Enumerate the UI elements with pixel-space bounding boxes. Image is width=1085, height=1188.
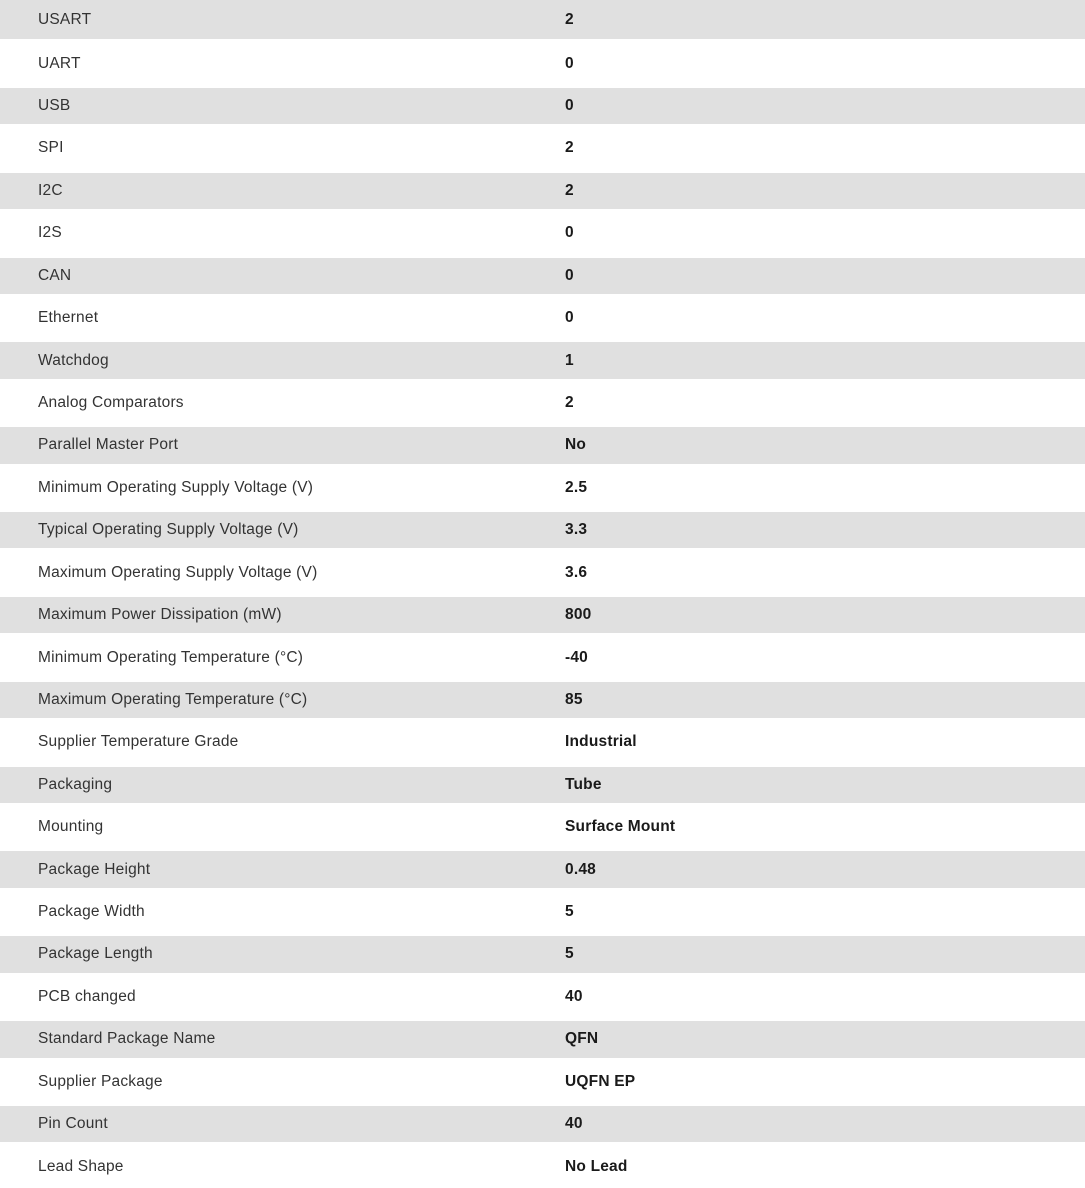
spec-row: Packaging Tube <box>0 763 1085 807</box>
spec-row: Supplier Temperature Grade Industrial <box>0 721 1085 764</box>
spec-row: Maximum Operating Supply Voltage (V) 3.6 <box>0 551 1085 594</box>
spec-value: 0 <box>565 54 574 72</box>
spec-row: SPI 2 <box>0 127 1085 170</box>
spec-row: Parallel Master Port No <box>0 424 1085 467</box>
spec-label: SPI <box>38 139 64 157</box>
spec-label: Packaging <box>38 775 113 793</box>
spec-value: 85 <box>565 690 583 708</box>
spec-label: PCB changed <box>38 987 136 1005</box>
spec-row: Package Length 5 <box>0 933 1085 976</box>
spec-row: CAN 0 <box>0 254 1085 297</box>
spec-value: 40 <box>565 987 583 1005</box>
spec-label: Package Length <box>38 945 153 963</box>
spec-label: USB <box>38 97 71 115</box>
spec-value: 3.3 <box>565 521 588 539</box>
spec-row: Pin Count 40 <box>0 1102 1085 1146</box>
spec-value: 2.5 <box>565 478 588 496</box>
spec-value: 5 <box>565 945 574 963</box>
spec-value: QFN <box>565 1030 599 1048</box>
spec-label: CAN <box>38 266 72 284</box>
spec-label: Pin Count <box>38 1115 108 1133</box>
spec-row: Watchdog 1 <box>0 339 1085 382</box>
spec-row: Lead Shape No Lead <box>0 1145 1085 1188</box>
spec-row: I2C 2 <box>0 169 1085 213</box>
spec-label: Ethernet <box>38 309 99 327</box>
spec-value: UQFN EP <box>565 1072 636 1090</box>
spec-label: Package Height <box>38 860 151 878</box>
spec-value: 800 <box>565 606 592 624</box>
spec-label: Supplier Package <box>38 1072 163 1090</box>
spec-label: Maximum Operating Temperature (°C) <box>38 690 308 708</box>
spec-row: USB 0 <box>0 84 1085 128</box>
spec-label: I2C <box>38 181 63 199</box>
spec-value: 2 <box>565 139 574 157</box>
spec-value: 0 <box>565 309 574 327</box>
spec-label: Minimum Operating Temperature (°C) <box>38 648 304 666</box>
spec-label: Parallel Master Port <box>38 436 179 454</box>
spec-label: Maximum Operating Supply Voltage (V) <box>38 563 318 581</box>
spec-value: -40 <box>565 648 589 666</box>
spec-label: USART <box>38 10 92 28</box>
spec-value: No <box>565 436 587 454</box>
spec-row: Ethernet 0 <box>0 296 1085 340</box>
spec-value: 0.48 <box>565 860 596 878</box>
spec-row: Analog Comparators 2 <box>0 381 1085 425</box>
spec-value: Industrial <box>565 733 637 751</box>
spec-row: Standard Package Name QFN <box>0 1018 1085 1061</box>
spec-label: Lead Shape <box>38 1157 124 1175</box>
spec-label: Minimum Operating Supply Voltage (V) <box>38 478 314 496</box>
spec-label: Mounting <box>38 818 104 836</box>
spec-row: USART 2 <box>0 0 1085 43</box>
spec-label: Package Width <box>38 903 145 921</box>
spec-value: 5 <box>565 903 574 921</box>
spec-value: 40 <box>565 1115 583 1133</box>
spec-value: Surface Mount <box>565 818 676 836</box>
spec-value: 2 <box>565 181 574 199</box>
spec-row: Minimum Operating Temperature (°C) -40 <box>0 636 1085 679</box>
spec-label: Supplier Temperature Grade <box>38 733 239 751</box>
spec-label: Maximum Power Dissipation (mW) <box>38 606 282 624</box>
spec-label: Typical Operating Supply Voltage (V) <box>38 521 299 539</box>
spec-label: Standard Package Name <box>38 1030 216 1048</box>
spec-row: I2S 0 <box>0 212 1085 255</box>
spec-row: Package Width 5 <box>0 890 1085 934</box>
spec-row: Maximum Operating Temperature (°C) 85 <box>0 678 1085 722</box>
spec-label: Analog Comparators <box>38 394 184 411</box>
spec-row: Minimum Operating Supply Voltage (V) 2.5 <box>0 466 1085 510</box>
spec-row: Maximum Power Dissipation (mW) 800 <box>0 593 1085 637</box>
spec-value: 2 <box>565 10 574 28</box>
spec-row: Mounting Surface Mount <box>0 806 1085 849</box>
spec-value: 0 <box>565 266 574 284</box>
spec-row: UART 0 <box>0 42 1085 85</box>
spec-label: Watchdog <box>38 351 109 369</box>
spec-value: 0 <box>565 97 574 115</box>
spec-value: Tube <box>565 775 602 793</box>
spec-value: 0 <box>565 224 574 242</box>
spec-value: 3.6 <box>565 563 588 581</box>
spec-row: Package Height 0.48 <box>0 848 1085 891</box>
spec-label: I2S <box>38 224 62 242</box>
spec-label: UART <box>38 54 81 72</box>
spec-value: 1 <box>565 351 574 369</box>
spec-value: No Lead <box>565 1157 628 1175</box>
spec-row: Typical Operating Supply Voltage (V) 3.3 <box>0 509 1085 552</box>
spec-row: Supplier Package UQFN EP <box>0 1060 1085 1103</box>
spec-row: PCB changed 40 <box>0 975 1085 1019</box>
spec-value: 2 <box>565 394 574 411</box>
